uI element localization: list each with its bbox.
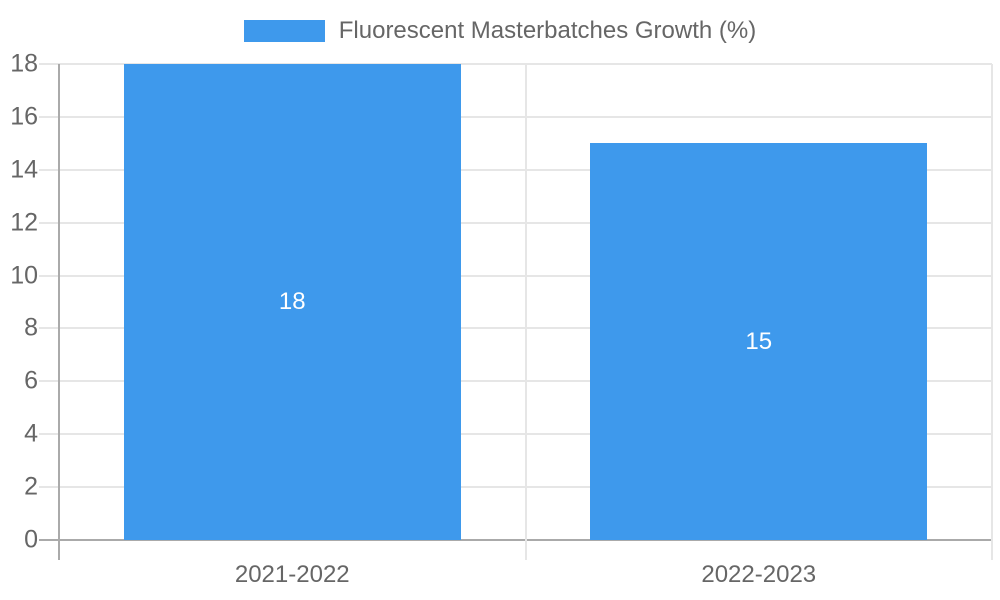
y-tick-mark: [39, 221, 59, 224]
bar-2021-2022: [123, 64, 461, 540]
y-axis-tick-label: 16: [10, 102, 38, 131]
y-tick-mark: [39, 486, 59, 489]
x-tick-mark: [58, 540, 60, 560]
bar-value-label: 15: [745, 327, 773, 355]
x-axis-tick-label: 2021-2022: [234, 561, 350, 588]
legend[interactable]: Fluorescent Masterbatches Growth (%): [0, 17, 1000, 44]
y-axis-tick-label: 10: [10, 261, 38, 290]
y-axis-tick-label: 8: [24, 313, 38, 342]
y-axis-tick-label: 14: [10, 155, 38, 184]
y-axis-tick-label: 2: [24, 472, 38, 501]
y-axis-tick-label: 0: [24, 525, 38, 554]
legend-swatch: [243, 20, 325, 42]
y-axis-tick-label: 6: [24, 366, 38, 395]
y-tick-mark: [39, 539, 59, 541]
y-tick-mark: [39, 380, 59, 383]
y-tick-mark: [39, 274, 59, 277]
gridline-vertical: [524, 64, 527, 540]
bar-value-label: 18: [278, 288, 306, 315]
gridline-vertical: [991, 64, 993, 540]
y-axis-tick-label: 18: [10, 49, 38, 78]
x-axis-tick-label: 2022-2023: [701, 561, 817, 588]
y-tick-mark: [39, 63, 59, 65]
y-tick-mark: [39, 115, 59, 118]
y-axis-line: [58, 64, 60, 540]
y-axis-tick-label: 12: [10, 208, 38, 237]
x-tick-mark: [524, 540, 527, 560]
y-tick-mark: [39, 168, 59, 171]
x-tick-mark: [991, 540, 993, 560]
legend-label: Fluorescent Masterbatches Growth (%): [338, 17, 757, 44]
y-tick-mark: [39, 327, 59, 330]
bar-2022-2023: [590, 143, 928, 540]
y-tick-mark: [39, 433, 59, 436]
y-axis-tick-label: 4: [24, 419, 38, 448]
